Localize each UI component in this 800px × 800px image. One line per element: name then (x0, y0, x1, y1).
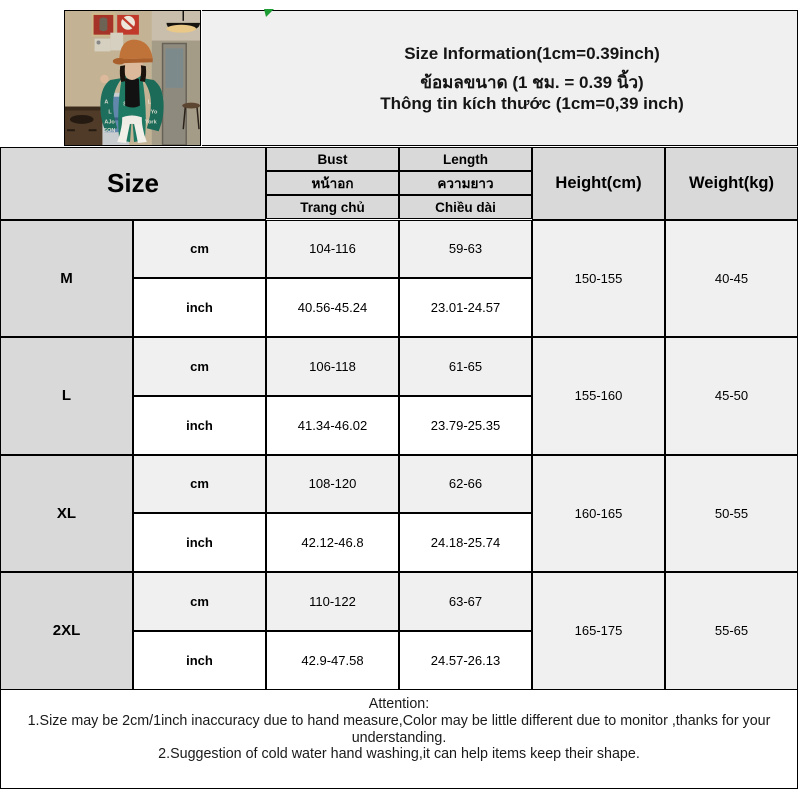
svg-text:York: York (145, 119, 158, 125)
svg-text:AJo: AJo (104, 119, 115, 125)
svg-text:Yo: Yo (151, 109, 158, 115)
svg-text:SON: SON (103, 128, 115, 134)
svg-text:A: A (104, 100, 108, 106)
